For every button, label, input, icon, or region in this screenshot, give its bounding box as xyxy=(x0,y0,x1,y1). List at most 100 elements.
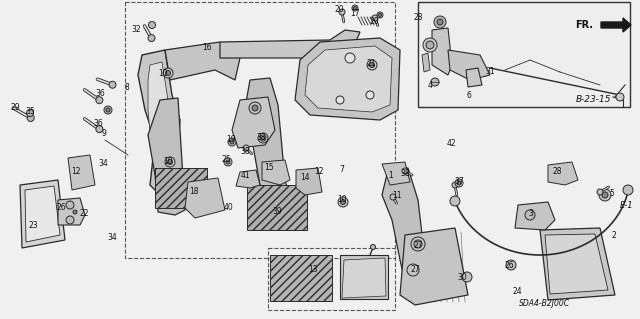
Circle shape xyxy=(230,140,234,144)
Circle shape xyxy=(27,115,34,122)
Text: 5: 5 xyxy=(609,189,614,197)
Circle shape xyxy=(623,185,633,195)
Polygon shape xyxy=(382,168,425,282)
Text: 31: 31 xyxy=(485,66,495,76)
Polygon shape xyxy=(58,198,85,225)
Text: 20: 20 xyxy=(369,17,379,26)
Text: 13: 13 xyxy=(308,264,318,273)
Circle shape xyxy=(66,216,74,224)
Text: 10: 10 xyxy=(158,69,168,78)
Circle shape xyxy=(226,160,230,164)
Circle shape xyxy=(390,194,396,200)
Polygon shape xyxy=(382,162,410,185)
Polygon shape xyxy=(515,202,555,230)
Text: 27: 27 xyxy=(410,265,420,275)
Text: 36: 36 xyxy=(95,88,105,98)
Text: 30: 30 xyxy=(457,272,467,281)
Circle shape xyxy=(372,15,378,21)
Polygon shape xyxy=(245,78,295,222)
Polygon shape xyxy=(148,62,168,155)
Text: 4: 4 xyxy=(428,81,433,91)
Circle shape xyxy=(340,199,346,204)
Text: 18: 18 xyxy=(189,188,199,197)
Bar xyxy=(268,248,395,310)
Circle shape xyxy=(338,197,348,207)
Circle shape xyxy=(258,133,268,143)
Polygon shape xyxy=(20,180,65,248)
Text: 12: 12 xyxy=(314,167,324,176)
Text: 37: 37 xyxy=(454,177,464,187)
Circle shape xyxy=(378,13,381,17)
Bar xyxy=(270,255,332,301)
Circle shape xyxy=(457,181,461,185)
Polygon shape xyxy=(25,186,60,242)
Text: 27: 27 xyxy=(413,241,423,249)
Circle shape xyxy=(73,210,77,214)
Circle shape xyxy=(411,237,425,251)
Circle shape xyxy=(371,244,376,249)
Circle shape xyxy=(262,137,264,139)
Circle shape xyxy=(26,109,33,116)
Text: 29: 29 xyxy=(10,103,20,113)
Polygon shape xyxy=(236,170,260,188)
Text: 1: 1 xyxy=(388,172,394,181)
Text: 14: 14 xyxy=(300,173,310,182)
Circle shape xyxy=(96,126,103,133)
Circle shape xyxy=(224,158,232,166)
Circle shape xyxy=(66,201,74,209)
Circle shape xyxy=(106,108,110,112)
Circle shape xyxy=(616,93,624,101)
Polygon shape xyxy=(305,46,392,112)
Text: 26: 26 xyxy=(504,261,514,270)
Circle shape xyxy=(166,70,170,76)
Text: 16: 16 xyxy=(202,42,212,51)
Circle shape xyxy=(353,6,356,10)
Circle shape xyxy=(260,135,266,141)
Text: 22: 22 xyxy=(79,210,89,219)
Circle shape xyxy=(352,5,358,11)
Circle shape xyxy=(148,34,155,41)
Circle shape xyxy=(414,240,422,248)
Circle shape xyxy=(437,19,443,25)
Circle shape xyxy=(104,106,112,114)
Polygon shape xyxy=(466,68,482,87)
Text: 12: 12 xyxy=(71,167,81,175)
Circle shape xyxy=(402,168,408,174)
Polygon shape xyxy=(400,228,468,305)
Circle shape xyxy=(367,60,377,70)
Polygon shape xyxy=(220,30,360,58)
Circle shape xyxy=(336,96,344,104)
Polygon shape xyxy=(548,162,578,185)
Polygon shape xyxy=(432,28,452,75)
Text: 25: 25 xyxy=(221,154,231,164)
Circle shape xyxy=(168,160,173,165)
Circle shape xyxy=(506,260,516,270)
Text: 41: 41 xyxy=(240,170,250,180)
Circle shape xyxy=(345,53,355,63)
Circle shape xyxy=(525,210,535,220)
Circle shape xyxy=(426,41,434,49)
Text: 28: 28 xyxy=(413,13,423,23)
Text: 21: 21 xyxy=(366,58,376,68)
Polygon shape xyxy=(545,234,608,294)
Circle shape xyxy=(243,145,249,151)
Text: E-1: E-1 xyxy=(620,202,634,211)
Text: 8: 8 xyxy=(125,83,129,92)
Text: 6: 6 xyxy=(467,92,472,100)
Text: FR.: FR. xyxy=(575,20,593,30)
Circle shape xyxy=(163,68,173,78)
Text: 24: 24 xyxy=(512,287,522,296)
Circle shape xyxy=(165,157,175,167)
Circle shape xyxy=(431,78,439,86)
Text: 3: 3 xyxy=(529,209,533,218)
Text: 40: 40 xyxy=(224,204,234,212)
Polygon shape xyxy=(185,178,225,218)
Polygon shape xyxy=(165,42,240,80)
Circle shape xyxy=(249,102,261,114)
Polygon shape xyxy=(262,160,290,185)
Circle shape xyxy=(455,179,463,187)
Text: 17: 17 xyxy=(350,10,360,19)
Polygon shape xyxy=(232,97,275,148)
Text: 26: 26 xyxy=(56,204,66,212)
Text: 19: 19 xyxy=(226,136,236,145)
